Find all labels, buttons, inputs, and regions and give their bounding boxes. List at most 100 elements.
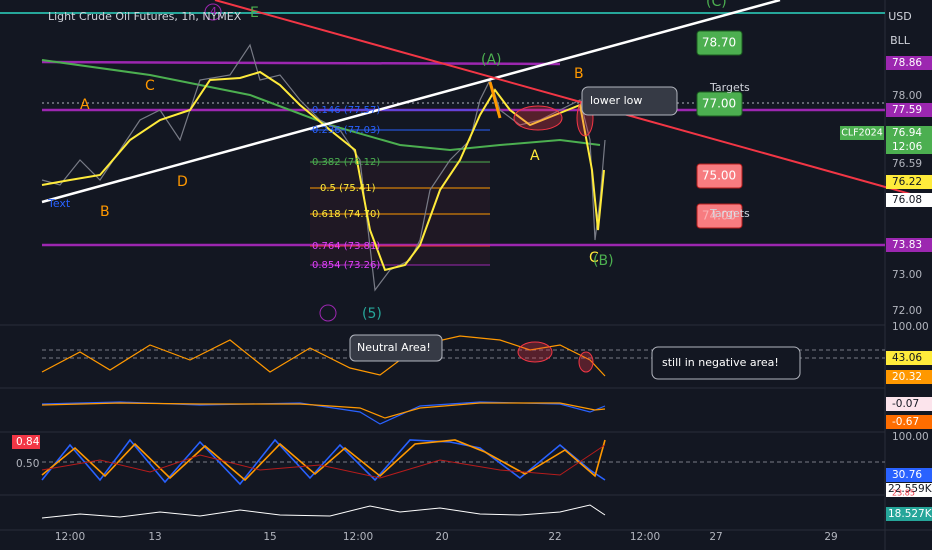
volume-line	[41, 504, 606, 519]
target-value: 77.00	[702, 97, 736, 111]
highlight	[578, 351, 594, 373]
indicator-label: 30.76	[892, 469, 922, 481]
wave-label: (5)	[362, 306, 382, 322]
wave-label: C	[145, 78, 155, 94]
wave-label: E	[250, 5, 259, 21]
indicator-label: 22.559K	[888, 483, 932, 495]
signal-line	[41, 70, 605, 272]
macd-signal	[41, 402, 606, 419]
wave-label: C	[589, 250, 599, 266]
target-box	[696, 163, 743, 189]
price-tag	[886, 103, 932, 117]
targets-label: Targets	[709, 81, 750, 94]
targets-label: Targets	[709, 207, 750, 220]
callout-text: Neutral Area!	[357, 341, 431, 354]
price-tag	[886, 193, 932, 207]
wave-label: A	[80, 97, 90, 113]
wave-label: A	[530, 148, 540, 164]
price-tag	[12, 435, 40, 449]
currency: USD	[888, 10, 912, 23]
wave-circle	[319, 304, 337, 322]
rsi-line	[41, 335, 606, 377]
trend-line	[214, 0, 932, 201]
price-label: 76.94	[892, 127, 922, 139]
time-label: 12:00	[630, 531, 660, 543]
price-tag	[886, 56, 932, 70]
fib-label: 0.382 (76.12)	[312, 157, 380, 168]
indicator-label: 100.00	[892, 431, 929, 443]
wave-label: B	[574, 66, 584, 82]
target-box	[696, 91, 743, 117]
price-tag	[886, 238, 932, 252]
stoch-extra	[41, 444, 606, 479]
wave-circle	[204, 3, 222, 21]
price-label: 76.59	[892, 158, 922, 170]
price-axis: 78.86 78.00 77.59 76.94 12:06 76.59 76.2…	[892, 57, 923, 317]
wave-label: B	[100, 204, 110, 220]
symbol-label: CLF2024	[841, 128, 883, 139]
wave-label: D	[177, 174, 188, 190]
time-label: 13	[148, 531, 161, 543]
unit: BLL	[890, 34, 911, 47]
time-label: 29	[824, 531, 837, 543]
callout-box	[651, 346, 801, 380]
indicator-label: 20.32	[892, 371, 922, 383]
price-tag	[886, 351, 932, 365]
fib-label: 0.146 (77.57)	[312, 105, 380, 116]
wave-label: (C)	[706, 0, 727, 10]
wave-label: 4	[210, 5, 217, 18]
indicator-label: 100.00	[892, 321, 929, 333]
wave-label: Text	[47, 197, 71, 210]
time-label: 22	[548, 531, 561, 543]
header-title: Light Crude Oil Futures, 1h, NYMEX	[48, 10, 242, 23]
indicator-label: 0.84	[16, 436, 40, 448]
indicator-label: 23.85	[892, 489, 915, 498]
price-tag	[886, 468, 932, 482]
price-tag	[886, 507, 932, 521]
wave-label: (B)	[593, 253, 614, 269]
price-tag	[886, 397, 932, 411]
price-label: 78.86	[892, 57, 922, 69]
wave-arrow	[488, 81, 502, 119]
time-label: 27	[709, 531, 722, 543]
callout-box	[581, 86, 678, 116]
indicator-label: -0.67	[892, 416, 919, 428]
symbol-tag	[840, 126, 884, 140]
fib-label: 0.618 (74.70)	[312, 209, 380, 220]
indicator-label: 43.06	[892, 352, 922, 364]
target-box	[696, 203, 743, 229]
callout-text: still in negative area!	[662, 356, 779, 369]
fib-label: 0.854 (73.26)	[312, 260, 380, 271]
price-label: 78.00	[892, 90, 922, 102]
fib-label: 0.764 (73.81)	[312, 241, 380, 252]
price-tag	[886, 126, 932, 154]
trend-line	[41, 0, 781, 204]
target-value: 75.00	[702, 169, 736, 183]
price-label: 76.22	[892, 176, 922, 188]
fib-label: 0.5 (75.41)	[320, 183, 376, 194]
callout-text: lower low	[590, 94, 642, 107]
wave-label: (A)	[481, 52, 502, 68]
price	[41, 43, 606, 292]
price-tag	[886, 175, 932, 189]
price-label: 77.59	[892, 104, 922, 116]
purple-level	[41, 60, 561, 66]
price-label: 72.00	[892, 305, 922, 317]
time-label: 12:00	[343, 531, 373, 543]
price-label: 76.08	[892, 194, 922, 206]
moving-average	[41, 59, 601, 152]
highlight	[513, 105, 563, 131]
indicator-label: -0.07	[892, 398, 919, 410]
target-value: 74.00	[702, 209, 736, 223]
highlight	[517, 341, 553, 363]
target-box	[696, 30, 743, 56]
time-label: 12:00	[55, 531, 85, 543]
price-label: 73.00	[892, 269, 922, 281]
price-tag	[886, 370, 932, 384]
stoch-d	[41, 439, 606, 482]
price-label: 73.83	[892, 239, 922, 251]
time-axis: 12:00 13 15 12:00 20 22 12:00 27 29	[55, 531, 838, 543]
indicator-label: 18.527K	[888, 508, 932, 520]
